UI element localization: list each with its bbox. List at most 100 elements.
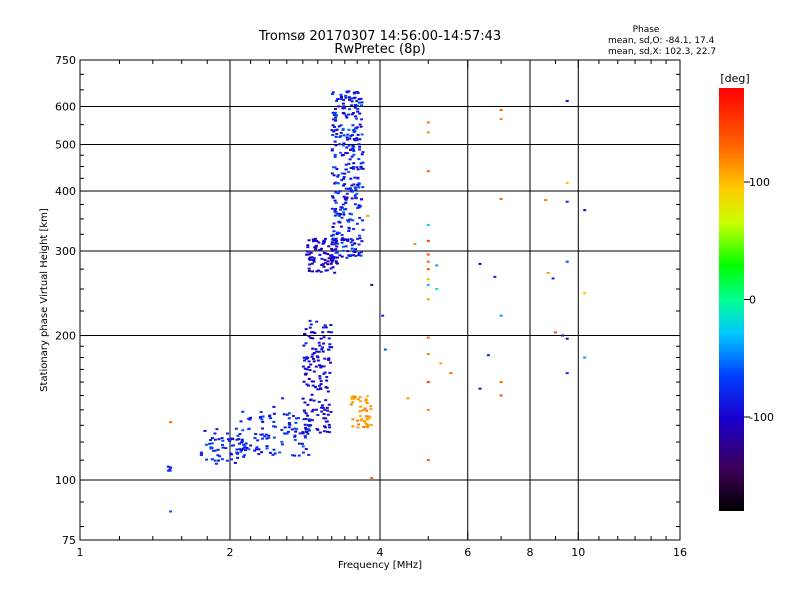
- y-tick-label: 500: [55, 139, 76, 152]
- echo-point: [361, 161, 365, 164]
- echo-point: [347, 230, 351, 233]
- y-axis-label: Stationary phase Virtual Height [km]: [39, 208, 50, 392]
- echo-point: [327, 358, 331, 361]
- echo-point: [340, 179, 344, 182]
- echo-point: [351, 190, 355, 193]
- echo-point: [301, 397, 305, 400]
- colorbar-tick-label: 0: [749, 294, 756, 307]
- echo-point: [333, 155, 337, 158]
- echo-point: [583, 209, 587, 212]
- echo-point: [358, 138, 362, 141]
- echo-point: [306, 246, 310, 249]
- echo-point: [213, 459, 217, 462]
- echo-point: [310, 410, 314, 413]
- echo-point: [322, 417, 326, 420]
- echo-point: [316, 269, 320, 272]
- echo-point: [199, 453, 203, 456]
- echo-point: [318, 384, 322, 387]
- echo-point: [344, 96, 348, 99]
- echo-point: [236, 456, 240, 459]
- axis-ticks: 1 2 4 6 8 10 16 75 100 200 300 400 500 600 750: [55, 54, 687, 559]
- x-tick-label: 2: [227, 546, 234, 559]
- echo-point: [322, 336, 326, 339]
- echo-point: [352, 397, 356, 400]
- echo-point: [334, 107, 338, 110]
- echo-point: [356, 237, 360, 240]
- echo-point: [355, 100, 359, 103]
- echo-point: [243, 444, 247, 447]
- echo-point: [339, 225, 343, 228]
- echo-point: [324, 426, 328, 429]
- echo-point: [565, 181, 569, 184]
- echo-point: [334, 237, 338, 240]
- echo-point: [259, 411, 263, 414]
- echo-point: [343, 107, 347, 110]
- echo-point: [322, 372, 326, 375]
- echo-point: [331, 195, 335, 198]
- echo-point: [360, 219, 364, 222]
- echo-point: [342, 177, 346, 180]
- echo-point: [350, 113, 354, 116]
- echo-point: [291, 454, 295, 457]
- echo-point: [308, 258, 312, 261]
- echo-point: [329, 262, 333, 265]
- echo-point: [352, 183, 356, 186]
- echo-point: [346, 239, 350, 242]
- chart-title-line2: RwPretec (8p): [334, 42, 425, 57]
- echo-point: [326, 413, 330, 416]
- echo-point: [345, 196, 349, 199]
- echo-point: [309, 256, 313, 259]
- echo-point: [311, 357, 315, 360]
- echo-point: [342, 105, 346, 108]
- echo-point: [355, 126, 359, 129]
- echo-point: [319, 380, 323, 383]
- echo-point: [565, 100, 569, 103]
- echo-point: [241, 447, 245, 450]
- echo-point: [337, 231, 341, 234]
- echo-point: [213, 432, 217, 435]
- echo-point: [319, 270, 323, 273]
- echo-point: [478, 387, 482, 390]
- echo-point: [300, 442, 304, 445]
- echo-point: [551, 277, 555, 280]
- echo-point: [334, 191, 338, 194]
- echo-point: [353, 91, 357, 94]
- echo-point: [306, 403, 310, 406]
- echo-point: [426, 459, 430, 462]
- echo-point: [288, 423, 292, 426]
- echo-point: [358, 216, 362, 219]
- echo-point: [348, 98, 352, 101]
- echo-point: [225, 432, 229, 435]
- echo-point: [353, 251, 357, 254]
- echo-point: [309, 424, 313, 427]
- echo-point: [331, 237, 335, 240]
- echo-point: [210, 458, 214, 461]
- echo-point: [356, 168, 360, 171]
- echo-point: [359, 166, 363, 169]
- echo-point: [304, 417, 308, 420]
- echo-point: [350, 247, 354, 250]
- echo-point: [360, 104, 364, 107]
- echo-point: [358, 145, 362, 148]
- x-tick-label: 10: [571, 546, 585, 559]
- echo-point: [318, 344, 322, 347]
- echo-point: [235, 451, 239, 454]
- echo-point: [287, 412, 291, 415]
- echo-point: [347, 220, 351, 223]
- echo-point: [321, 263, 325, 266]
- echo-point: [340, 238, 344, 241]
- echo-point: [413, 243, 417, 246]
- echo-point: [239, 420, 243, 423]
- echo-point: [330, 241, 334, 244]
- echo-point: [290, 428, 294, 431]
- echo-point: [337, 105, 341, 108]
- echo-point: [303, 359, 307, 362]
- echo-point: [353, 104, 357, 107]
- echo-point: [319, 366, 323, 369]
- echo-point: [426, 336, 430, 339]
- echo-point: [321, 350, 325, 353]
- echo-point: [357, 252, 361, 255]
- echo-point: [238, 448, 242, 451]
- echo-point: [311, 337, 315, 340]
- echo-point: [565, 200, 569, 203]
